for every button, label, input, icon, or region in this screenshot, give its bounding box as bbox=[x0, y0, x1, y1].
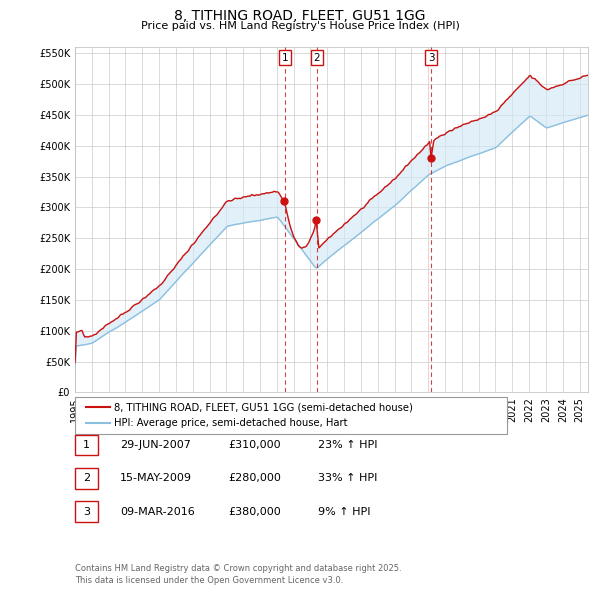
Text: 8, TITHING ROAD, FLEET, GU51 1GG (semi-detached house): 8, TITHING ROAD, FLEET, GU51 1GG (semi-d… bbox=[114, 402, 413, 412]
Text: 23% ↑ HPI: 23% ↑ HPI bbox=[318, 441, 377, 450]
Text: HPI: Average price, semi-detached house, Hart: HPI: Average price, semi-detached house,… bbox=[114, 418, 347, 428]
Text: Price paid vs. HM Land Registry's House Price Index (HPI): Price paid vs. HM Land Registry's House … bbox=[140, 21, 460, 31]
Text: Contains HM Land Registry data © Crown copyright and database right 2025.
This d: Contains HM Land Registry data © Crown c… bbox=[75, 565, 401, 585]
Text: 33% ↑ HPI: 33% ↑ HPI bbox=[318, 474, 377, 483]
Text: 1: 1 bbox=[83, 441, 90, 450]
Text: £380,000: £380,000 bbox=[228, 507, 281, 516]
Text: 3: 3 bbox=[428, 53, 434, 63]
Text: 1: 1 bbox=[282, 53, 289, 63]
Text: 3: 3 bbox=[83, 507, 90, 516]
Text: 29-JUN-2007: 29-JUN-2007 bbox=[120, 441, 191, 450]
Text: 15-MAY-2009: 15-MAY-2009 bbox=[120, 474, 192, 483]
Text: 2: 2 bbox=[83, 474, 90, 483]
Text: £280,000: £280,000 bbox=[228, 474, 281, 483]
Text: £310,000: £310,000 bbox=[228, 441, 281, 450]
Text: 09-MAR-2016: 09-MAR-2016 bbox=[120, 507, 195, 516]
Text: 8, TITHING ROAD, FLEET, GU51 1GG: 8, TITHING ROAD, FLEET, GU51 1GG bbox=[174, 9, 426, 23]
Text: 9% ↑ HPI: 9% ↑ HPI bbox=[318, 507, 371, 516]
Text: 2: 2 bbox=[313, 53, 320, 63]
